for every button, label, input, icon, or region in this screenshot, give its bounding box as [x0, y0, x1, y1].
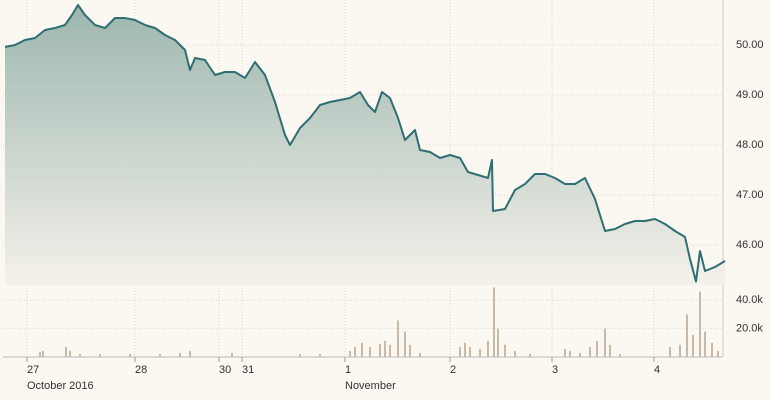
x-sublabel: October 2016: [27, 380, 94, 392]
volume-bar: [179, 352, 181, 357]
y-tick-label: 48.00: [736, 139, 764, 151]
x-tick-label: 2: [450, 364, 456, 376]
volume-bar: [514, 350, 516, 357]
volume-bar: [711, 342, 713, 357]
volume-bar: [379, 343, 381, 357]
volume-bar: [384, 340, 386, 357]
volume-bar: [504, 344, 506, 357]
volume-bar: [479, 348, 481, 357]
volume-bar: [464, 342, 466, 357]
volume-bar: [349, 350, 351, 357]
volume-bar: [609, 344, 611, 357]
volume-bar: [569, 350, 571, 357]
x-tick-label: 27: [27, 364, 39, 376]
volume-bar: [99, 354, 101, 357]
volume-bar: [497, 328, 499, 357]
volume-tick-label: 20.0k: [736, 323, 763, 335]
volume-bar: [361, 342, 363, 357]
volume-bar: [159, 354, 161, 357]
volume-bar: [459, 346, 461, 357]
volume-bar: [189, 350, 191, 357]
y-tick-label: 49.00: [736, 89, 764, 101]
price-line: [4, 4, 726, 283]
volume-bar: [717, 350, 719, 357]
volume-bar: [42, 350, 44, 357]
volume-bar: [319, 354, 321, 357]
marks: [4, 4, 726, 357]
volume-bar: [529, 354, 531, 357]
volume-bar: [231, 352, 233, 357]
volume-bar: [619, 354, 621, 357]
volume-bar: [679, 344, 681, 357]
y-tick-label: 50.00: [736, 39, 764, 51]
volume-bar: [129, 354, 131, 357]
volume-bar: [354, 346, 356, 357]
volume-tick-label: 40.0k: [736, 294, 763, 306]
volume-bar: [79, 354, 81, 357]
x-tick-label: 30: [219, 364, 231, 376]
x-tick-label: 28: [135, 364, 147, 376]
volume-bar: [604, 328, 606, 357]
x-tick-label: 3: [552, 364, 558, 376]
labels: 46.00 47.00 48.00 49.00 50.00 20.0k 40.0k 27 28 3…: [26, 39, 764, 392]
volume-bar: [389, 344, 391, 357]
x-sublabel: November: [345, 380, 396, 392]
volume-bar: [564, 348, 566, 357]
volume-bar: [69, 350, 71, 357]
volume-bar: [369, 346, 371, 357]
y-tick-label: 47.00: [736, 189, 764, 201]
volume-bar: [704, 331, 706, 357]
volume-bar: [669, 346, 671, 357]
volume-bar: [686, 314, 688, 357]
volume-bar: [39, 351, 41, 357]
volume-bar: [409, 344, 411, 357]
volume-bar: [469, 346, 471, 357]
volume-bar: [699, 291, 701, 357]
volume-bar: [596, 340, 598, 357]
x-tick-label: 1: [345, 364, 351, 376]
x-tick-label: 4: [654, 364, 660, 376]
volume-bar: [404, 331, 406, 357]
volume-bar: [397, 320, 399, 357]
volume-bar: [579, 352, 581, 357]
volume-bar: [589, 346, 591, 357]
volume-bar: [493, 287, 495, 357]
volume-bar: [299, 354, 301, 357]
y-tick-label: 46.00: [736, 239, 764, 251]
volume-bar: [487, 340, 489, 357]
x-tick-label: 31: [242, 364, 254, 376]
volume-bar: [419, 352, 421, 357]
volume-bar: [692, 334, 694, 357]
volume-bar: [65, 346, 67, 357]
price-area: [5, 5, 725, 285]
